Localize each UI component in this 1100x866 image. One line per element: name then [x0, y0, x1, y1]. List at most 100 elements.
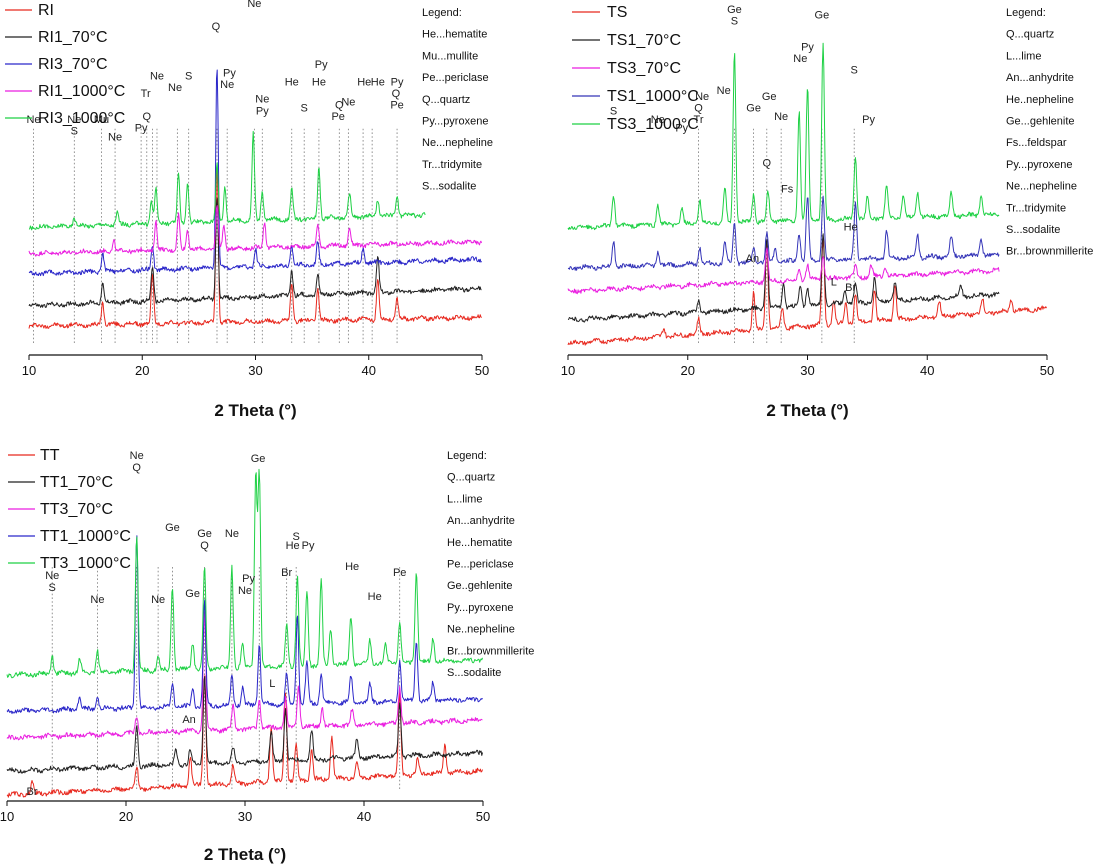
series-name: TT1_70°C	[40, 474, 113, 491]
peak-label: Ne	[108, 131, 122, 143]
peak-label: S	[185, 71, 192, 83]
x-tick-label: 30	[238, 809, 252, 824]
peak-label: S	[292, 531, 299, 543]
legend-item: Ge..gehlenite	[447, 580, 512, 592]
peak-label: Q	[132, 462, 141, 474]
peak-label: Q	[335, 100, 344, 112]
peak-label: Pe	[393, 567, 406, 579]
legend-item: Tr...tridymite	[1006, 202, 1066, 214]
series-name: RI	[38, 2, 54, 19]
legend-item: An...anhydrite	[447, 515, 515, 527]
peak-label: Py	[862, 114, 875, 126]
peak-label: Ne	[220, 79, 234, 91]
peak-label: Ne	[168, 82, 182, 94]
legend-item: Br...brownmillerite	[447, 645, 534, 657]
x-tick-label: 10	[22, 363, 36, 378]
peak-label: An	[746, 253, 759, 265]
pattern-RI3_1000°C	[28, 130, 426, 231]
legend-item: Pe...periclase	[422, 72, 489, 84]
peak-label: Ne	[238, 585, 252, 597]
pattern-RI1_70°C	[28, 198, 482, 308]
peak-label: Ne	[90, 594, 104, 606]
legend-item: Ne...nepheline	[422, 137, 493, 149]
peak-label: He	[345, 561, 359, 573]
peak-label: Ge	[762, 91, 777, 103]
x-tick-label: 20	[681, 363, 695, 378]
legend-item: Pe...periclase	[447, 559, 514, 571]
x-tick-label: 20	[119, 809, 133, 824]
peak-label: He	[312, 76, 326, 88]
legend-item: Ne...nepheline	[1006, 181, 1077, 193]
peak-label: An	[182, 714, 195, 726]
pattern-RI3_70°C	[28, 69, 482, 277]
peak-label: Ne	[225, 528, 239, 540]
x-tick-label: 30	[248, 363, 262, 378]
pattern-TT3_1000°C	[6, 468, 483, 679]
pattern-TS3_70°C	[567, 247, 1000, 295]
peak-label: Ne	[774, 111, 788, 123]
peak-label: Ne	[130, 450, 144, 462]
peak-label: Ne	[717, 85, 731, 97]
legend-item: He...hematite	[422, 29, 487, 41]
peak-label: L	[831, 276, 837, 288]
peak-label: Br	[281, 567, 292, 579]
peak-label: Q	[200, 540, 209, 552]
pattern-RI	[28, 166, 482, 329]
peak-label: Ne	[695, 91, 709, 103]
peak-label: He	[368, 591, 382, 603]
peak-label: Ne	[67, 114, 81, 126]
x-tick-label: 10	[0, 809, 14, 824]
peak-label: Pe	[390, 100, 403, 112]
panel-ri: 10 20 30 40 502 Theta (°)Ne NeSMuNePyQTrNeNeS…	[5, 0, 493, 420]
series-name: TS3_1000°C	[607, 116, 699, 133]
peak-label: Ne	[793, 53, 807, 65]
legend-item: Q...quartz	[1006, 29, 1054, 41]
series-name: TS1_70°C	[607, 32, 681, 49]
peak-label: Py	[256, 105, 269, 117]
peak-label: S	[731, 15, 738, 27]
peak-label: Ge	[815, 10, 830, 22]
legend-item: Py...pyroxene	[1006, 159, 1072, 171]
series-name: RI3_70°C	[38, 56, 108, 73]
series-name: TS1_1000°C	[607, 88, 699, 105]
legend-item: An...anhydrite	[1006, 72, 1074, 84]
legend-title: Legend:	[447, 450, 487, 462]
peak-label: Br	[26, 786, 37, 798]
series-name: TT	[40, 447, 60, 464]
peak-label: Q	[142, 111, 151, 123]
peak-label: Ne	[151, 594, 165, 606]
series-name: RI1_1000°C	[38, 83, 125, 100]
legend-title: Legend:	[1006, 7, 1046, 19]
peak-label: Ne	[255, 94, 269, 106]
series-name: TT3_1000°C	[40, 555, 131, 572]
peak-label: S	[610, 105, 617, 117]
peak-label: Mu	[94, 114, 109, 126]
peak-label: Q	[694, 102, 703, 114]
peak-label: Ge	[197, 528, 212, 540]
x-tick-label: 40	[920, 363, 934, 378]
peak-label: S	[851, 65, 858, 77]
peak-label: He	[286, 540, 300, 552]
legend-item: Py...pyroxene	[447, 602, 513, 614]
peak-label: Ge	[185, 588, 200, 600]
peak-label: S	[71, 126, 78, 138]
peak-label: Q	[212, 21, 221, 33]
peak-label: Py	[242, 573, 255, 585]
peak-label: Py	[675, 123, 688, 135]
peak-label: Ne	[45, 570, 59, 582]
legend-item: S...sodalite	[1006, 224, 1060, 236]
pattern-TS	[567, 238, 1047, 346]
peak-label: Ne	[341, 97, 355, 109]
legend-item: He...hematite	[447, 537, 512, 549]
legend-item: Ne..nepheline	[447, 624, 515, 636]
peak-label: Py	[135, 123, 148, 135]
peak-label: Ge	[727, 4, 742, 16]
peak-label: Tr	[694, 114, 704, 126]
peak-label: Pe	[331, 111, 344, 123]
pattern-TT1_1000°C	[6, 535, 483, 715]
peak-label: Ge	[165, 522, 180, 534]
x-tick-label: 10	[561, 363, 575, 378]
x-tick-label: 30	[800, 363, 814, 378]
